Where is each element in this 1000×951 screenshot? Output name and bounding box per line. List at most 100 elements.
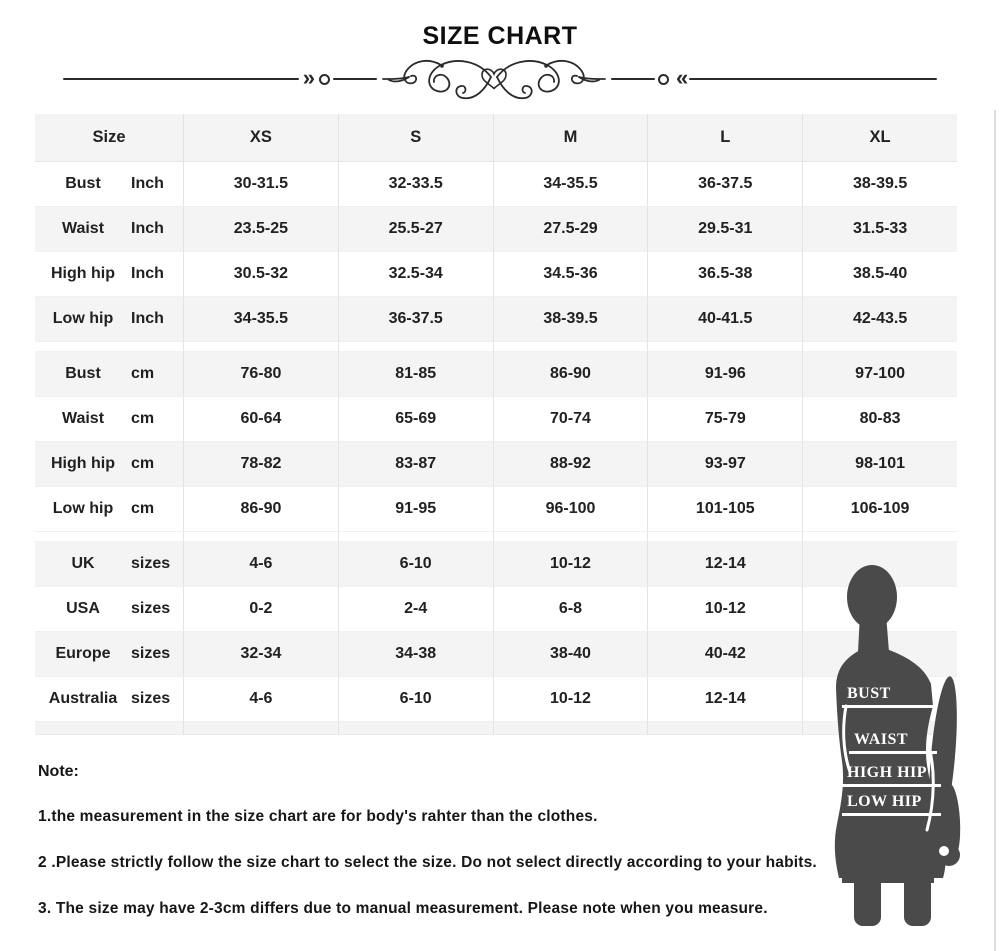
row-unit: cm	[131, 500, 155, 517]
row-label: Europe	[55, 645, 111, 662]
row-label-cell: UK sizes	[35, 542, 184, 587]
row-label: UK	[71, 555, 95, 572]
notes: Note: 1.the measurement in the size char…	[38, 763, 817, 946]
value-cell: 75-79	[648, 397, 804, 442]
separator-cell	[493, 532, 649, 542]
separator-cell	[648, 342, 804, 352]
table-row: Waist cm 60-64 65-69 70-74 75-79 80-83	[35, 397, 957, 442]
row-unit: Inch	[131, 265, 164, 282]
row-label-cell: Waist Inch	[35, 207, 184, 252]
row-unit: Inch	[131, 175, 164, 192]
value-cell: 12-14	[648, 542, 804, 587]
row-label-cell: High hip cm	[35, 442, 184, 487]
value-cell: 98-101	[803, 442, 957, 487]
row-label-cell: Bust Inch	[35, 162, 184, 207]
low-hip-label: LOW HIP	[842, 794, 941, 816]
row-label: Bust	[65, 175, 101, 192]
strip-cell	[338, 722, 494, 735]
ornament-divider: » «	[0, 57, 1000, 101]
value-cell: 29.5-31	[648, 207, 804, 252]
separator-cell	[803, 342, 957, 352]
page-title: SIZE CHART	[422, 22, 578, 50]
value-cell: 101-105	[648, 487, 804, 532]
row-label-cell: Low hip cm	[35, 487, 184, 532]
header-cell: XL	[803, 114, 957, 162]
value-cell: 34-35.5	[493, 162, 649, 207]
value-cell: 12-14	[648, 677, 804, 722]
value-cell: 6-10	[338, 677, 494, 722]
chevron-left-icon: «	[676, 64, 688, 90]
separator-cell	[184, 532, 339, 542]
table-row: Europe sizes 32-34 34-38 38-40 40-42	[35, 632, 957, 677]
value-cell: 106-109	[803, 487, 957, 532]
divider-line	[62, 78, 299, 80]
separator-cell	[493, 342, 649, 352]
row-unit: sizes	[131, 645, 171, 662]
value-cell: 91-95	[338, 487, 494, 532]
value-cell: 86-90	[184, 487, 339, 532]
value-cell: 32-34	[184, 632, 339, 677]
header-cell: Size	[35, 114, 184, 162]
high-hip-label: HIGH HIP	[842, 765, 941, 787]
strip-cell	[35, 722, 184, 735]
separator-cell	[184, 342, 339, 352]
table-row: High hip cm 78-82 83-87 88-92 93-97 98-101	[35, 442, 957, 487]
flourish-icon	[382, 59, 606, 100]
value-cell: 32-33.5	[338, 162, 494, 207]
value-cell: 42-43.5	[803, 297, 957, 342]
waist-label: WAIST	[849, 732, 937, 754]
value-cell: 91-96	[648, 352, 804, 397]
separator-cell	[338, 532, 494, 542]
note-item: 2 .Please strictly follow the size chart…	[38, 854, 817, 871]
value-cell: 38-40	[493, 632, 649, 677]
separator-cell	[35, 532, 184, 542]
row-unit: Inch	[131, 310, 164, 327]
table-row: High hip Inch 30.5-32 32.5-34 34.5-36 36.5-38…	[35, 252, 957, 297]
separator-cell	[648, 532, 804, 542]
size-table: Size XS S M L XL Bust Inch 30-31.5 32-33.5 34-35.5…	[35, 114, 957, 735]
table-row: UK sizes 4-6 6-10 10-12 12-14	[35, 542, 957, 587]
bust-label: BUST	[842, 686, 935, 708]
row-unit: cm	[131, 410, 155, 427]
row-label: Low hip	[52, 500, 114, 517]
value-cell: 31.5-33	[803, 207, 957, 252]
value-cell: 10-12	[648, 587, 804, 632]
value-cell: 38.5-40	[803, 252, 957, 297]
row-label: USA	[66, 600, 100, 617]
row-label-cell: USA sizes	[35, 587, 184, 632]
value-cell: 34-38	[338, 632, 494, 677]
row-label-cell: Europe sizes	[35, 632, 184, 677]
ring-icon	[319, 73, 330, 85]
divider-line	[689, 78, 938, 80]
value-cell: 78-82	[184, 442, 339, 487]
header-cell: M	[493, 114, 649, 162]
row-label: Australia	[48, 690, 118, 707]
value-cell: 36-37.5	[338, 297, 494, 342]
strip-cell	[493, 722, 649, 735]
value-cell: 96-100	[493, 487, 649, 532]
strip-cell	[184, 722, 339, 735]
table-row: Australia sizes 4-6 6-10 10-12 12-14	[35, 677, 957, 722]
row-label-cell: Australia sizes	[35, 677, 184, 722]
row-unit: sizes	[131, 600, 171, 617]
value-cell: 25.5-27	[338, 207, 494, 252]
value-cell: 38-39.5	[493, 297, 649, 342]
row-label: High hip	[51, 265, 115, 282]
separator-cell	[338, 342, 494, 352]
table-row: Waist Inch 23.5-25 25.5-27 27.5-29 29.5-31 31.…	[35, 207, 957, 252]
value-cell: 60-64	[184, 397, 339, 442]
divider-line	[333, 78, 377, 80]
row-unit: sizes	[131, 690, 171, 707]
header-cell: XS	[184, 114, 339, 162]
value-cell: 10-12	[493, 542, 649, 587]
value-cell: 6-10	[338, 542, 494, 587]
figure-silhouette: BUST WAIST HIGH HIP LOW HIP	[812, 556, 964, 930]
row-label-cell: High hip Inch	[35, 252, 184, 297]
value-cell: 36-37.5	[648, 162, 804, 207]
value-cell: 76-80	[184, 352, 339, 397]
header-row: Size XS S M L XL	[35, 114, 957, 162]
section-separator	[35, 532, 957, 542]
value-cell: 40-41.5	[648, 297, 804, 342]
row-label: Waist	[61, 410, 105, 427]
value-cell: 4-6	[184, 677, 339, 722]
